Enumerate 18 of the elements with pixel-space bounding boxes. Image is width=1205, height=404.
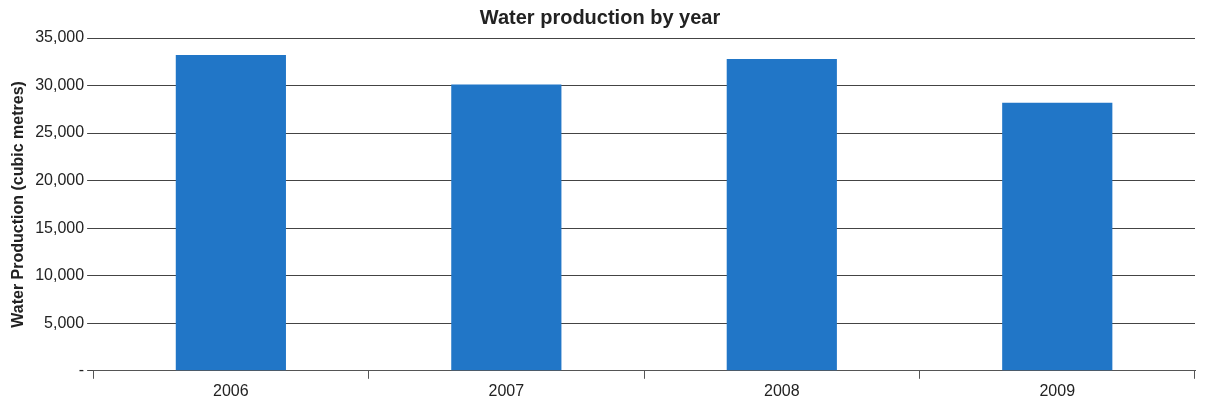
bar — [451, 84, 562, 371]
x-tick-label: 2009 — [1039, 381, 1076, 399]
x-tick-label: 2007 — [488, 381, 525, 399]
y-tick-label: 15,000 — [35, 218, 85, 236]
y-tick-label: 20,000 — [35, 171, 85, 189]
y-tick-label: 30,000 — [35, 75, 85, 93]
y-tick-label: 25,000 — [35, 123, 85, 141]
bar — [1002, 102, 1113, 371]
bar — [726, 58, 837, 371]
x-tick-label: 2008 — [764, 381, 800, 399]
bar — [175, 55, 286, 371]
y-tick-label: - — [78, 361, 85, 379]
y-axis-title: Water Production (cubic metres) — [9, 81, 27, 328]
chart-title: Water production by year — [479, 5, 721, 28]
y-tick-label: 35,000 — [35, 28, 85, 46]
y-tick-label: 10,000 — [35, 266, 85, 284]
x-tick-label: 2006 — [213, 381, 249, 399]
y-tick-label: 5,000 — [44, 313, 85, 331]
